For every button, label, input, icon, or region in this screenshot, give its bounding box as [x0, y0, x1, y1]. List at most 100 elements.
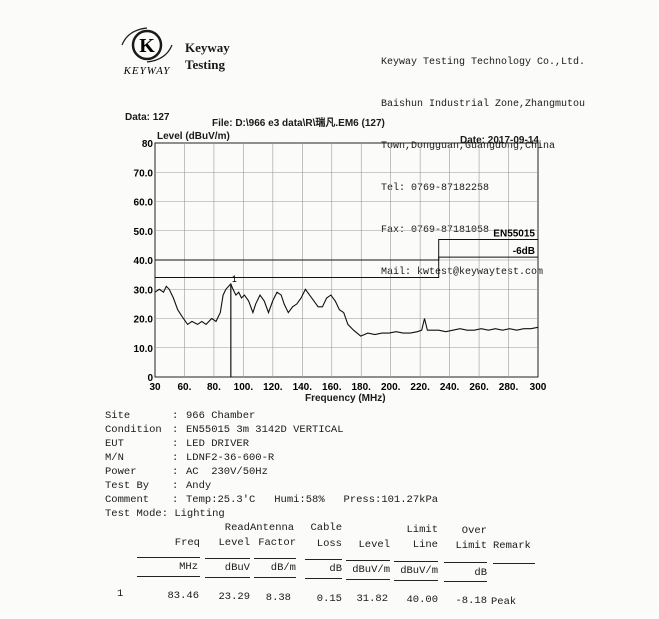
y-tick-label: 0 — [147, 373, 153, 384]
x-tick-label: 60. — [178, 382, 192, 393]
header-underline — [305, 559, 342, 560]
header-underline — [254, 558, 296, 559]
cell-level: 31.82 — [356, 593, 388, 605]
limit-label-6db: -6dB — [513, 246, 535, 257]
info-value: LDNF2-36-600-R — [186, 452, 275, 464]
unit-freq: MHz — [179, 561, 198, 573]
info-colon: : — [172, 466, 179, 478]
cell-read: 23.29 — [218, 591, 250, 603]
info-row-power: Power: AC 230V/50Hz — [105, 466, 268, 479]
info-value: AC 230V/50Hz — [186, 466, 268, 478]
th-freq: Freq — [174, 537, 200, 549]
cell-remark: Peak — [491, 596, 517, 608]
unit-over: dB — [474, 567, 487, 579]
info-row-model: M/N: LDNF2-36-600-R — [105, 452, 274, 465]
th-read-level: Level — [218, 537, 250, 549]
header-underline — [444, 562, 487, 563]
company-line: Town,Dongguan,Guangdong,China — [381, 141, 556, 152]
y-axis-label: Level (dBuV/m) — [157, 131, 230, 142]
unit-limit: dBuV/m — [400, 565, 438, 577]
x-tick-label: 80. — [207, 382, 221, 393]
info-label: Power — [105, 466, 137, 478]
x-tick-label: 120. — [263, 382, 283, 393]
th-top-read: Read — [224, 522, 250, 534]
cell-freq: 83.46 — [167, 590, 199, 602]
y-tick-label: 60.0 — [134, 198, 154, 209]
x-tick-label: 30 — [149, 382, 161, 393]
info-value: 966 Chamber — [186, 410, 256, 422]
logo-letter: K — [139, 35, 155, 57]
company-line: Tel: 0769-87182258 — [381, 183, 490, 194]
info-colon: : — [172, 494, 179, 506]
y-tick-label: 70.0 — [134, 168, 154, 179]
data-label: Data: 127 — [125, 112, 170, 123]
info-label: Test By — [105, 480, 150, 492]
x-tick-label: 140. — [293, 382, 313, 393]
th-limit-line: Line — [412, 539, 438, 551]
header-underline — [346, 560, 390, 561]
th-top-cable: Cable — [310, 522, 342, 534]
info-row-site: Site:966 Chamber — [105, 410, 255, 423]
info-label: M/N — [105, 452, 124, 464]
x-tick-label: 260. — [469, 382, 489, 393]
info-label: Comment — [105, 494, 150, 506]
info-value: Temp:25.3'C Humi:58% Press:101.27kPa — [186, 494, 439, 506]
unit-antenna: dB/m — [270, 562, 296, 574]
info-colon: : — [161, 508, 175, 520]
x-tick-label: 300 — [530, 382, 547, 393]
limit-line-en55015 — [155, 239, 538, 261]
keyway-logo: K KEYWAY — [118, 26, 176, 77]
y-tick-label: 30.0 — [134, 285, 154, 296]
units-underline — [305, 578, 342, 579]
info-row-tester: Test By: Andy — [105, 480, 211, 493]
cell-cable: 0.15 — [316, 593, 342, 605]
th-top-antenna: Antenna — [250, 522, 295, 534]
info-colon: : — [172, 438, 179, 450]
limit-line-6db — [155, 256, 538, 279]
x-tick-label: 240. — [440, 382, 460, 393]
x-tick-label: 100. — [234, 382, 254, 393]
info-row-condition: Condition: EN55015 3m 3142D VERTICAL — [105, 424, 344, 437]
cell-limit: 40.00 — [406, 594, 438, 606]
limit-label-en55015: EN55015 — [493, 229, 535, 240]
y-tick-label: 20.0 — [134, 315, 154, 326]
date-label: Date: 2017-09-14 — [460, 135, 539, 146]
info-value: Lighting — [174, 508, 225, 520]
header-underline — [205, 558, 250, 559]
row-number: 1 — [117, 588, 124, 600]
th-antenna-factor: Factor — [258, 537, 296, 549]
th-over-limit: Limit — [455, 540, 487, 552]
th-top-limit: Limit — [406, 524, 438, 536]
unit-read: dBuV — [224, 562, 250, 574]
th-cable-loss: Loss — [316, 538, 342, 550]
y-tick-label: 10.0 — [134, 344, 154, 355]
units-underline — [205, 577, 250, 578]
x-axis-label: Frequency (MHz) — [305, 393, 386, 404]
info-colon: : — [172, 452, 179, 464]
info-colon: : — [172, 480, 179, 492]
brand-name-line1: Keyway — [185, 40, 230, 55]
x-tick-label: 280. — [499, 382, 519, 393]
y-tick-label: 40.0 — [134, 256, 154, 267]
info-colon: : — [172, 424, 179, 436]
x-tick-label: 220. — [410, 382, 430, 393]
brand-name-line2: Testing — [185, 57, 225, 72]
x-tick-label: 160. — [322, 382, 342, 393]
info-value: Andy — [186, 480, 212, 492]
y-tick-label: 50.0 — [134, 227, 154, 238]
th-top-over: Over — [461, 525, 487, 537]
units-underline — [346, 579, 390, 580]
header-underline — [394, 561, 438, 562]
logo-emblem: K KEYWAY — [121, 27, 173, 77]
header-underline — [493, 563, 535, 564]
marker-label: 1 — [232, 274, 237, 284]
unit-cable: dB — [329, 563, 342, 575]
logo-text: KEYWAY — [123, 65, 172, 77]
units-underline — [254, 577, 296, 578]
y-tick-label: 80 — [142, 139, 154, 150]
units-underline — [137, 576, 200, 577]
company-line: Keyway Testing Technology Co.,Ltd. — [381, 57, 586, 68]
info-label: EUT — [105, 438, 124, 450]
cell-antenna: 8.38 — [265, 592, 291, 604]
